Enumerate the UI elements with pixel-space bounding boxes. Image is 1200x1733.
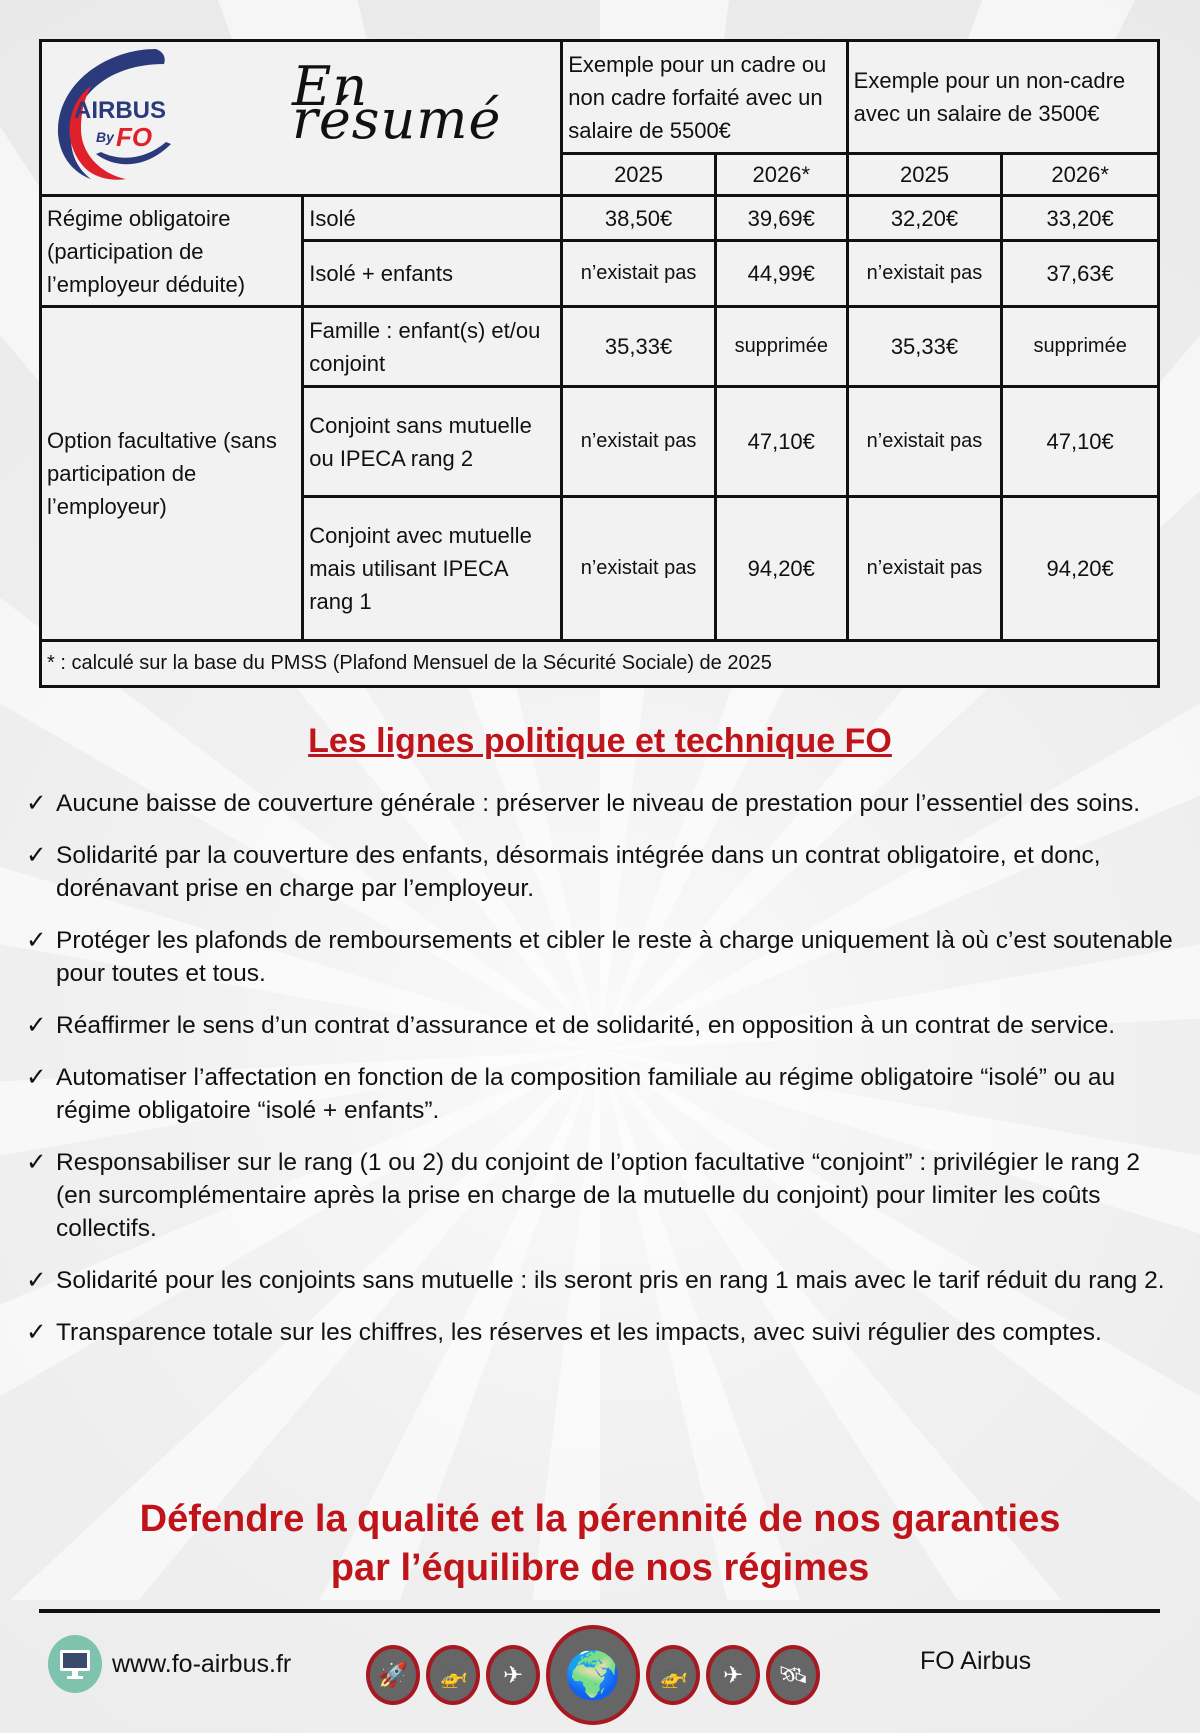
col-group-non-cadre: Exemple pour un non-cadre avec un salair…: [845, 39, 1161, 155]
bullet-item: ✓ Responsabiliser sur le rang (1 ou 2) du…: [26, 1146, 1176, 1245]
closing-line: par l’équilibre de nos régimes: [330, 1547, 870, 1589]
svg-text:AIRBUS: AIRBUS: [74, 97, 166, 124]
website-link[interactable]: www.fo-airbus.fr: [48, 1635, 291, 1693]
group-label: Option facultative (sans participation d…: [38, 305, 305, 642]
helicopter-side-icon: 🚁: [646, 1645, 700, 1705]
cell: 94,20€: [1000, 495, 1160, 642]
col-group-cadre: Exemple pour un cadre ou non cadre forfa…: [560, 39, 849, 155]
airbus-by-fo-logo: AIRBUS By FO: [57, 49, 171, 180]
bullet-text: Transparence totale sur les chiffres, le…: [56, 1319, 1102, 1346]
check-icon: ✓: [26, 1012, 47, 1039]
check-icon: ✓: [26, 790, 47, 817]
cell: 35,33€: [560, 305, 717, 388]
row-label: Isolé + enfants: [301, 239, 564, 308]
year-header: 2026*: [713, 152, 849, 197]
table-row: Isolé + enfants n’existait pas 44,99€ n’…: [41, 239, 1160, 308]
row-label: Isolé: [301, 194, 564, 242]
svg-text:By: By: [96, 129, 115, 145]
cell: n’existait pas: [845, 385, 1004, 498]
table-row: Option facultative (sans participation d…: [38, 305, 1160, 642]
cell: 38,50€: [560, 194, 717, 242]
cell: 33,20€: [1000, 194, 1160, 242]
rocket-icon: 🚀: [366, 1645, 420, 1705]
bullet-text: Solidarité pour les conjoints sans mutue…: [56, 1267, 1165, 1294]
monitor-icon: [48, 1635, 102, 1693]
year-header: 2025: [845, 152, 1004, 197]
table-footnote: * : calculé sur la base du PMSS (Plafond…: [39, 639, 1160, 688]
table-title: En résumé: [292, 55, 502, 151]
cell: 44,99€: [713, 239, 849, 308]
row-label: Conjoint avec mutuelle mais utilisant IP…: [301, 495, 564, 642]
row-label: Famille : enfant(s) et/ou conjoint: [301, 305, 564, 388]
check-icon: ✓: [26, 1064, 47, 1091]
bullet-text: Réaffirmer le sens d’un contrat d’assura…: [56, 1012, 1116, 1039]
check-icon: ✓: [26, 1319, 47, 1346]
table-row: Conjoint sans mutuelle ou IPECA rang 2 n…: [41, 385, 1160, 498]
cell: n’existait pas: [560, 385, 717, 498]
summary-table: AIRBUS By FO En résumé Exemple pour un c…: [38, 39, 1161, 688]
cell: supprimée: [713, 305, 849, 388]
table-title-cell: AIRBUS By FO En résumé: [38, 39, 564, 197]
table-row: Régime obligatoire (participation de l’e…: [38, 194, 1160, 308]
section-title: Les lignes politique et technique FO: [308, 722, 892, 760]
satellite-icon: 🛰: [766, 1645, 820, 1705]
cell: 35,33€: [845, 305, 1004, 388]
helicopter-icon: 🚁: [426, 1645, 480, 1705]
bullet-text: Protéger les plafonds de remboursements …: [56, 927, 1173, 987]
cell: n’existait pas: [560, 239, 717, 308]
year-header: 2025: [560, 152, 717, 197]
bullet-item: ✓ Réaffirmer le sens d’un contrat d’assur…: [26, 1009, 1176, 1042]
table-row: Conjoint avec mutuelle mais utilisant IP…: [41, 495, 1160, 642]
cell: n’existait pas: [845, 239, 1004, 308]
footer: www.fo-airbus.fr 🚀 🚁 ✈ 🌍 🚁 ✈ 🛰 FO Airbus: [0, 1625, 1200, 1725]
cell: 94,20€: [713, 495, 849, 642]
bullet-item: ✓ Aucune baisse de couverture générale : …: [26, 787, 1176, 820]
bullet-text: Aucune baisse de couverture générale : p…: [56, 790, 1141, 817]
cell: 37,63€: [1000, 239, 1160, 308]
cell: 32,20€: [845, 194, 1004, 242]
footer-icons: 🚀 🚁 ✈ 🌍 🚁 ✈ 🛰: [366, 1625, 820, 1725]
cell: supprimée: [1000, 305, 1160, 388]
cell: n’existait pas: [560, 495, 717, 642]
globe-icon: 🌍: [546, 1625, 640, 1725]
row-label: Conjoint sans mutuelle ou IPECA rang 2: [301, 385, 564, 498]
bullet-text: Responsabiliser sur le rang (1 ou 2) du …: [56, 1149, 1141, 1242]
year-header: 2026*: [1000, 152, 1160, 197]
footer-brand: FO Airbus: [920, 1647, 1032, 1675]
bullet-text: Automatiser l’affectation en fonction de…: [56, 1064, 1116, 1124]
bullet-text: Solidarité par la couverture des enfants…: [56, 842, 1101, 902]
cell: 47,10€: [713, 385, 849, 498]
check-icon: ✓: [26, 842, 47, 869]
cell: 47,10€: [1000, 385, 1160, 498]
cell: 39,69€: [713, 194, 849, 242]
closing-statement: Défendre la qualité et la pérennité de n…: [0, 1495, 1200, 1593]
cell: n’existait pas: [845, 495, 1004, 642]
airplane-icon: ✈: [706, 1645, 760, 1705]
bullet-item: ✓ Solidarité par la couverture des enfant…: [26, 839, 1176, 905]
check-icon: ✓: [26, 1149, 47, 1176]
bullet-list: ✓ Aucune baisse de couverture générale : …: [26, 787, 1176, 1368]
bullet-item: ✓ Automatiser l’affectation en fonction d…: [26, 1061, 1176, 1127]
bullet-item: ✓ Solidarité pour les conjoints sans mutu…: [26, 1264, 1176, 1297]
footer-divider: [39, 1609, 1160, 1613]
check-icon: ✓: [26, 927, 47, 954]
check-icon: ✓: [26, 1267, 47, 1294]
group-label: Régime obligatoire (participation de l’e…: [38, 194, 305, 308]
airplane-top-icon: ✈: [486, 1645, 540, 1705]
closing-line: Défendre la qualité et la pérennité de n…: [139, 1498, 1061, 1540]
svg-text:FO: FO: [116, 122, 152, 152]
website-text[interactable]: www.fo-airbus.fr: [112, 1649, 292, 1678]
bullet-item: ✓ Protéger les plafonds de remboursements…: [26, 924, 1176, 990]
bullet-item: ✓ Transparence totale sur les chiffres, l…: [26, 1316, 1176, 1349]
